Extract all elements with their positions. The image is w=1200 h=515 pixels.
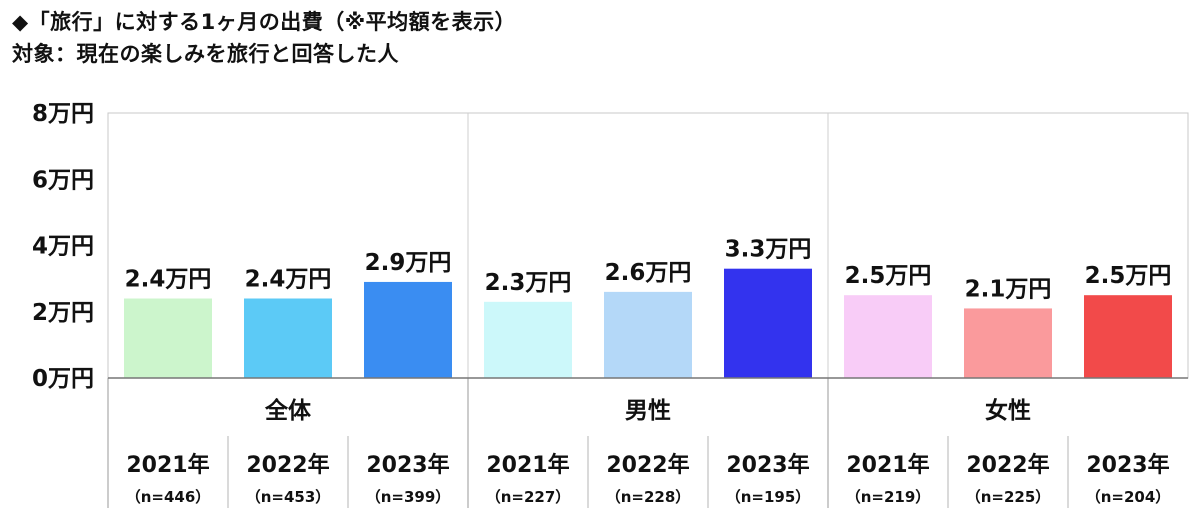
n-label: （n=228） xyxy=(606,488,691,506)
value-label: 2.5万円 xyxy=(845,263,932,289)
bar xyxy=(244,298,332,378)
value-label: 3.3万円 xyxy=(725,237,812,263)
value-label: 2.4万円 xyxy=(245,267,332,293)
value-label: 2.1万円 xyxy=(965,276,1052,302)
category-label: 2021年 xyxy=(846,452,929,478)
group-label: 全体 xyxy=(264,397,312,424)
group-label: 男性 xyxy=(625,398,671,424)
chart-subtitle: 対象：現在の楽しみを旅行と回答した人 xyxy=(12,42,399,66)
n-label: （n=453） xyxy=(246,488,331,506)
category-label: 2022年 xyxy=(966,452,1049,478)
value-label: 2.5万円 xyxy=(1085,263,1172,289)
bar xyxy=(844,295,932,378)
y-tick-label: 2万円 xyxy=(32,300,94,326)
value-label: 2.9万円 xyxy=(365,250,452,276)
category-label: 2022年 xyxy=(246,452,329,478)
n-label: （n=204） xyxy=(1086,488,1171,506)
bar xyxy=(604,291,692,378)
bars xyxy=(124,268,1172,378)
category-label: 2023年 xyxy=(1086,452,1169,478)
value-label: 2.4万円 xyxy=(125,267,212,293)
category-label: 2023年 xyxy=(726,452,809,478)
bar xyxy=(364,281,452,378)
y-axis: 0万円 2万円 4万円 6万円 8万円 xyxy=(32,101,94,392)
bar xyxy=(964,308,1052,378)
n-label: （n=195） xyxy=(726,488,811,506)
category-label: 2021年 xyxy=(126,452,209,478)
n-label: （n=225） xyxy=(966,488,1051,506)
n-label: （n=227） xyxy=(486,488,571,506)
group-label: 女性 xyxy=(985,397,1031,424)
chart-title: ◆「旅行」に対する1ヶ月の出費（※平均額を表示） xyxy=(12,10,517,34)
y-tick-label: 4万円 xyxy=(32,234,94,260)
bar xyxy=(724,268,812,378)
y-tick-label: 8万円 xyxy=(32,101,94,127)
n-label: （n=219） xyxy=(846,488,931,506)
bar xyxy=(124,298,212,378)
category-label: 2023年 xyxy=(366,452,449,478)
category-label: 2021年 xyxy=(486,452,569,478)
value-label: 2.6万円 xyxy=(605,260,692,286)
n-label: （n=399） xyxy=(366,488,451,506)
category-label: 2022年 xyxy=(606,452,689,478)
y-tick-label: 0万円 xyxy=(32,366,94,392)
x-axis: 2021年 （n=446） 2022年 （n=453） 2023年 （n=399） 2021… xyxy=(107,377,1188,508)
n-label: （n=446） xyxy=(126,488,211,506)
y-tick-label: 6万円 xyxy=(32,167,94,193)
value-label: 2.3万円 xyxy=(485,270,572,296)
bar xyxy=(1084,295,1172,378)
bar xyxy=(484,301,572,378)
value-labels: 2.4万円 2.4万円 2.9万円 2.3万円 2.6万円 3.3万円 2.5万円 2.1万円… xyxy=(125,237,1172,303)
